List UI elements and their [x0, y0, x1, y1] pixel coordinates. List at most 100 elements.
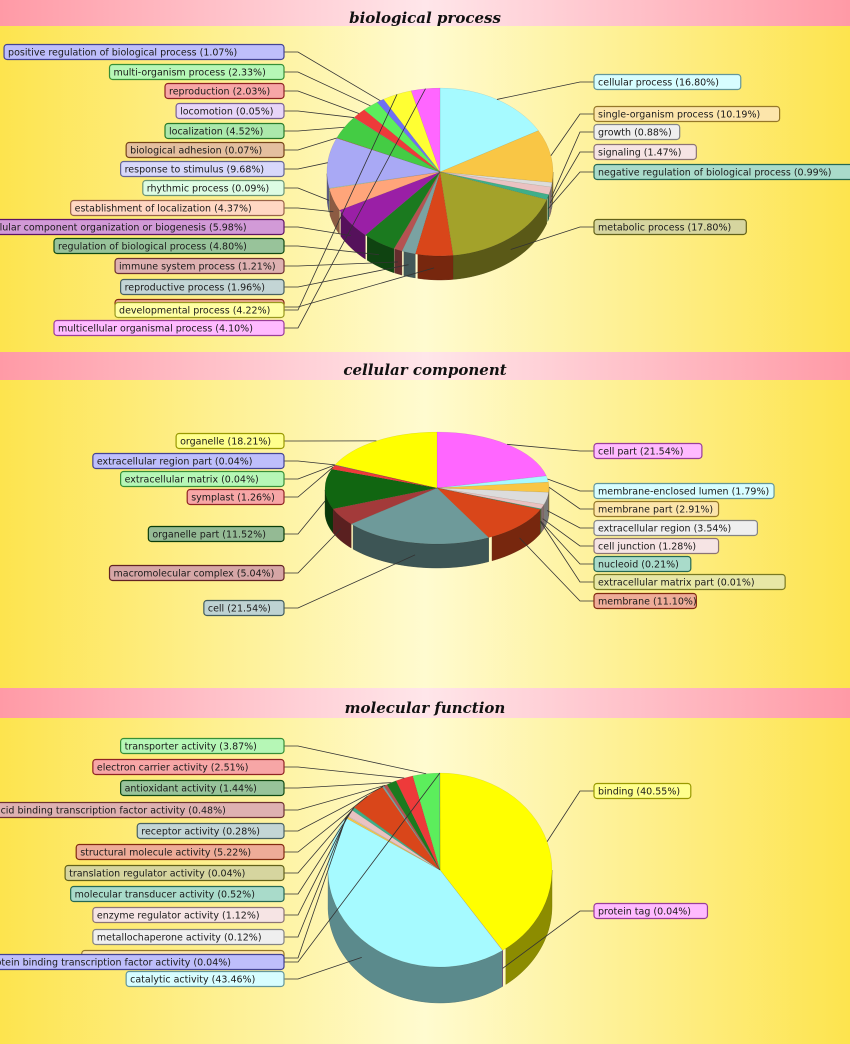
slice-label-3: growth (0.88%) — [598, 127, 672, 138]
slice-label-box-15 — [0, 953, 285, 971]
slice-label-box-5 — [593, 537, 720, 555]
pie-panel-3: molecular function binding (40.55%) protei… — [0, 688, 850, 1044]
pie-slice-6[interactable] — [439, 171, 548, 256]
leader-line-4 — [284, 816, 347, 959]
pie-slice-12[interactable] — [328, 171, 441, 211]
pie-slice-3[interactable] — [439, 171, 553, 188]
slice-label-box-5 — [593, 163, 850, 181]
slice-label-3: catalytic activity (43.46%) — [130, 974, 255, 985]
slice-label-11: nucleic acid binding transcription facto… — [0, 805, 226, 816]
slice-label-21: developmental process (4.22%) — [119, 305, 270, 316]
pie-slice-5[interactable] — [436, 487, 545, 510]
pie-slice-9[interactable] — [350, 487, 490, 545]
pie-slice-10[interactable] — [364, 171, 441, 250]
slice-label-17: locomotion (0.05%) — [180, 106, 273, 117]
pie-labels: binding (40.55%) protein tag (0.04%) catal… — [0, 737, 709, 988]
slice-label-18: reproduction (2.03%) — [169, 86, 270, 97]
slice-label-12: antioxidant activity (1.44%) — [125, 783, 257, 794]
slice-label-box-10 — [53, 237, 285, 255]
panel-title-bar — [0, 688, 850, 718]
slice-label-2: membrane-enclosed lumen (1.79%) — [598, 486, 769, 497]
slice-label-box-8 — [593, 592, 697, 610]
slice-label-box-8 — [64, 864, 285, 882]
pie-top — [324, 431, 550, 545]
slice-label-11: organelle part (11.52%) — [152, 529, 266, 540]
slice-label-20: positive regulation of biological proces… — [8, 47, 237, 58]
leader-line-16 — [284, 126, 345, 132]
slice-label-box-9 — [75, 843, 285, 861]
pie-sides — [326, 171, 554, 281]
pie-panel-2: cellular component cell part (21.54%) memb… — [0, 352, 850, 688]
leader-line-2 — [502, 910, 594, 969]
pie-slice-1[interactable] — [439, 772, 553, 951]
leader-line-1 — [507, 443, 594, 452]
leader-line-9 — [284, 554, 416, 609]
pie-slice-11[interactable] — [339, 171, 441, 236]
leader-line-13 — [284, 187, 330, 201]
pie-slice-13[interactable] — [328, 171, 441, 189]
leader-line-14 — [284, 162, 328, 170]
slice-label-12: symplast (1.26%) — [191, 492, 275, 503]
slice-label-box-16 — [164, 122, 285, 140]
slice-label-box-2 — [593, 902, 709, 920]
pie-slice-6[interactable] — [436, 487, 542, 510]
leader-line-8 — [519, 537, 594, 602]
slice-label-6: enzyme regulator activity (1.12%) — [97, 910, 260, 921]
pie-top — [326, 87, 554, 257]
pie-slice-7[interactable] — [414, 171, 454, 257]
slice-label-box-5 — [92, 928, 285, 946]
slice-label-4: extracellular region (3.54%) — [598, 523, 731, 534]
pie-slice-10[interactable] — [332, 487, 438, 525]
pie-slice-7[interactable] — [436, 487, 541, 510]
pie-slice-19[interactable] — [363, 101, 441, 173]
pie-slice-2[interactable] — [439, 130, 554, 183]
pie-slice-12[interactable] — [386, 780, 441, 871]
leader-line-3 — [551, 131, 594, 197]
leader-line-12 — [284, 207, 334, 213]
leader-line-10 — [284, 786, 384, 832]
leader-line-15 — [284, 137, 337, 151]
leader-line-9 — [284, 795, 368, 853]
slice-label-10: regulation of biological process (4.80%) — [58, 241, 247, 252]
slice-label-15: organelle (18.21%) — [180, 436, 271, 447]
slice-label-10: macromolecular complex (5.04%) — [114, 568, 275, 579]
slice-label-box-1 — [593, 442, 703, 460]
leader-line-14 — [284, 460, 336, 466]
slice-label-10: receptor activity (0.28%) — [141, 826, 260, 837]
pie-slice-8[interactable] — [401, 171, 441, 255]
slice-label-6: nucleoid (0.21%) — [598, 559, 679, 570]
slice-label-15: biological adhesion (0.07%) — [130, 145, 262, 156]
pie-slice-8[interactable] — [436, 487, 541, 538]
leader-line-2 — [550, 113, 594, 156]
slice-label-3: membrane part (2.91%) — [598, 504, 713, 515]
leader-line-6 — [540, 520, 594, 565]
pie-slice-9[interactable] — [393, 171, 441, 252]
slice-label-8: membrane (11.10%) — [598, 596, 697, 607]
leader-line-11 — [284, 500, 326, 535]
slice-label-15: protein binding transcription factor act… — [0, 957, 231, 968]
slice-label-box-10 — [136, 822, 285, 840]
slice-label-19: multi-organism process (2.33%) — [114, 67, 266, 78]
pie-slice-20[interactable] — [376, 98, 441, 173]
leader-line-6 — [510, 226, 594, 250]
pie-slice-11[interactable] — [324, 468, 438, 510]
pie-slice-4[interactable] — [439, 171, 552, 195]
pie-slice-1[interactable] — [436, 431, 547, 489]
leader-line-17 — [284, 110, 354, 118]
pie-side-9 — [352, 524, 489, 569]
slice-label-13: electron carrier activity (2.51%) — [97, 762, 249, 773]
slice-label-box-18 — [164, 82, 285, 100]
slice-label-6: metabolic process (17.80%) — [598, 222, 731, 233]
pie-slice-3[interactable] — [327, 817, 503, 968]
pie-slice-5[interactable] — [439, 171, 550, 200]
leader-line-1 — [496, 81, 594, 100]
leader-line-7 — [284, 267, 435, 308]
slice-label-11: cellular component organization or bioge… — [0, 222, 247, 233]
slice-label-box-17 — [175, 102, 285, 120]
pie-slice-15[interactable] — [334, 431, 438, 489]
slice-label-box-6 — [593, 555, 692, 573]
pie-slice-4[interactable] — [436, 487, 549, 505]
slice-label-1: cellular process (16.80%) — [598, 77, 719, 88]
slice-label-box-2 — [593, 105, 781, 123]
